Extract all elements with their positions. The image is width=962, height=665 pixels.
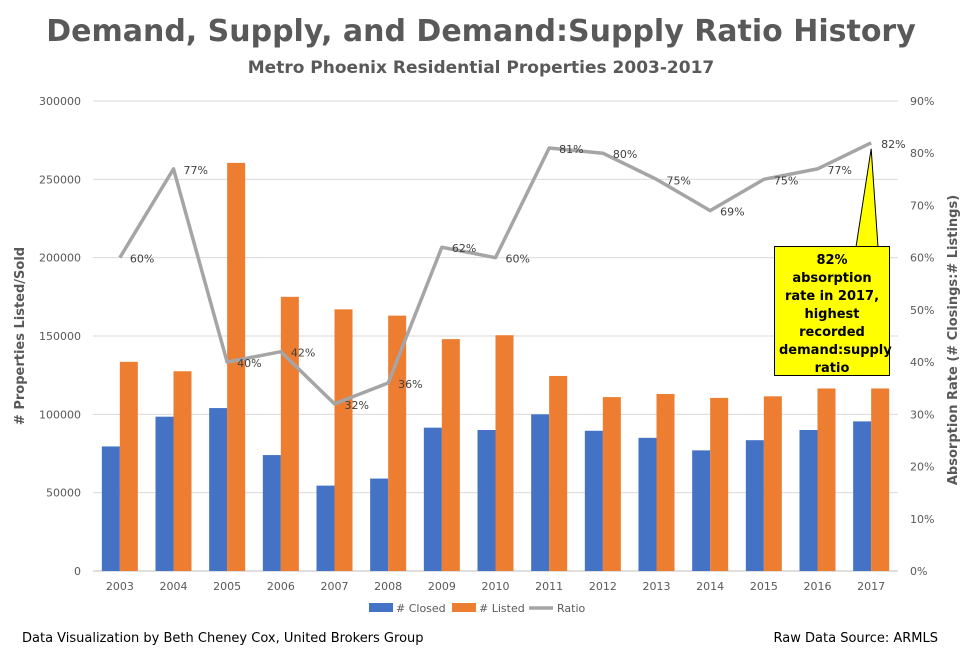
bar-listed (871, 388, 890, 571)
bar-listed (710, 397, 729, 571)
y2-tick-label: 50% (910, 304, 934, 317)
legend-label-closed: # Closed (396, 602, 446, 615)
legend-swatch-listed (452, 603, 476, 612)
x-tick-label: 2010 (482, 580, 510, 593)
y2-tick-label: 10% (910, 513, 934, 526)
x-tick-label: 2005 (213, 580, 241, 593)
bar-listed (656, 393, 675, 571)
bar-closed (370, 478, 389, 571)
ratio-data-label: 81% (559, 143, 583, 156)
bar-closed (799, 430, 818, 571)
ratio-data-label: 69% (720, 206, 744, 219)
ratio-line (118, 141, 872, 406)
ratio-data-label: 60% (506, 253, 530, 266)
y-tick-label: 0 (74, 565, 81, 578)
bar-closed (477, 430, 496, 571)
x-tick-label: 2016 (804, 580, 832, 593)
ratio-data-label: 62% (452, 242, 476, 255)
x-tick-label: 2004 (160, 580, 188, 593)
legend-label-listed: # Listed (479, 602, 525, 615)
y2-tick-label: 30% (910, 408, 934, 421)
x-tick-label: 2017 (857, 580, 885, 593)
chart-title: Demand, Supply, and Demand:Supply Ratio … (46, 14, 916, 49)
x-tick-label: 2011 (535, 580, 563, 593)
x-tick-label: 2014 (696, 580, 724, 593)
bar-closed (101, 446, 120, 571)
x-tick-label: 2003 (106, 580, 134, 593)
bar-listed (495, 335, 514, 571)
ratio-data-label: 42% (291, 347, 315, 360)
ratio-data-label: 75% (667, 174, 691, 187)
bar-listed (280, 296, 299, 571)
bar-listed (817, 388, 836, 571)
ratio-data-label: 80% (613, 148, 637, 161)
ratio-data-label: 40% (237, 357, 261, 370)
y-tick-label: 200000 (39, 252, 81, 265)
ratio-data-label: 75% (774, 174, 798, 187)
annotation-callout: 82% absorption rate in 2017, highest rec… (774, 246, 892, 376)
bar-listed (763, 396, 782, 571)
ratio-data-label: 32% (345, 399, 369, 412)
bar-listed (441, 339, 460, 571)
x-tick-label: 2012 (589, 580, 617, 593)
bar-listed (549, 375, 568, 571)
callout-pointer (855, 148, 879, 248)
x-tick-label: 2013 (643, 580, 671, 593)
chart-subtitle: Metro Phoenix Residential Properties 200… (247, 58, 715, 78)
x-tick-label: 2007 (321, 580, 349, 593)
x-tick-label: 2015 (750, 580, 778, 593)
bar-closed (423, 427, 442, 571)
legend-label-ratio: Ratio (557, 602, 586, 615)
bar-listed (388, 315, 407, 571)
bar-closed (584, 430, 603, 571)
bar-closed (209, 408, 228, 571)
y-axis-title: # Properties Listed/Sold (13, 247, 28, 425)
bar-closed (262, 455, 281, 571)
bar-listed (173, 371, 192, 571)
bar-listed (334, 309, 353, 571)
y-tick-label: 100000 (39, 408, 81, 421)
bar-closed (692, 450, 711, 571)
bar-listed (602, 397, 621, 571)
legend-swatch-closed (369, 603, 393, 612)
footer-credit: Data Visualization by Beth Cheney Cox, U… (22, 631, 424, 646)
y2-tick-label: 90% (910, 95, 934, 108)
y2-tick-label: 40% (910, 356, 934, 369)
bar-closed (155, 416, 174, 571)
y2-tick-label: 20% (910, 461, 934, 474)
bar-closed (745, 440, 764, 571)
bar-listed (119, 361, 138, 571)
bar-closed (531, 414, 550, 571)
y2-tick-label: 70% (910, 199, 934, 212)
footer-source: Raw Data Source: ARMLS (773, 631, 938, 646)
y-tick-label: 50000 (46, 487, 81, 500)
x-tick-label: 2008 (374, 580, 402, 593)
y2-tick-label: 80% (910, 147, 934, 160)
y2-tick-label: 0% (910, 565, 927, 578)
ratio-data-label: 36% (398, 378, 422, 391)
ratio-data-label: 82% (881, 138, 905, 151)
ratio-data-label: 60% (130, 253, 154, 266)
ratio-data-label: 77% (184, 164, 208, 177)
bar-closed (316, 485, 335, 571)
bar-closed (638, 437, 657, 571)
ratio-data-label: 77% (828, 164, 852, 177)
y-tick-label: 250000 (39, 173, 81, 186)
bar-listed (227, 162, 246, 571)
y-tick-label: 150000 (39, 330, 81, 343)
x-tick-label: 2006 (267, 580, 295, 593)
y2-tick-label: 60% (910, 252, 934, 265)
bar-closed (853, 421, 872, 571)
y2-axis-title: Absorption Rate (# Closings:# Listings) (946, 195, 961, 485)
y-tick-label: 300000 (39, 95, 81, 108)
x-tick-label: 2009 (428, 580, 456, 593)
